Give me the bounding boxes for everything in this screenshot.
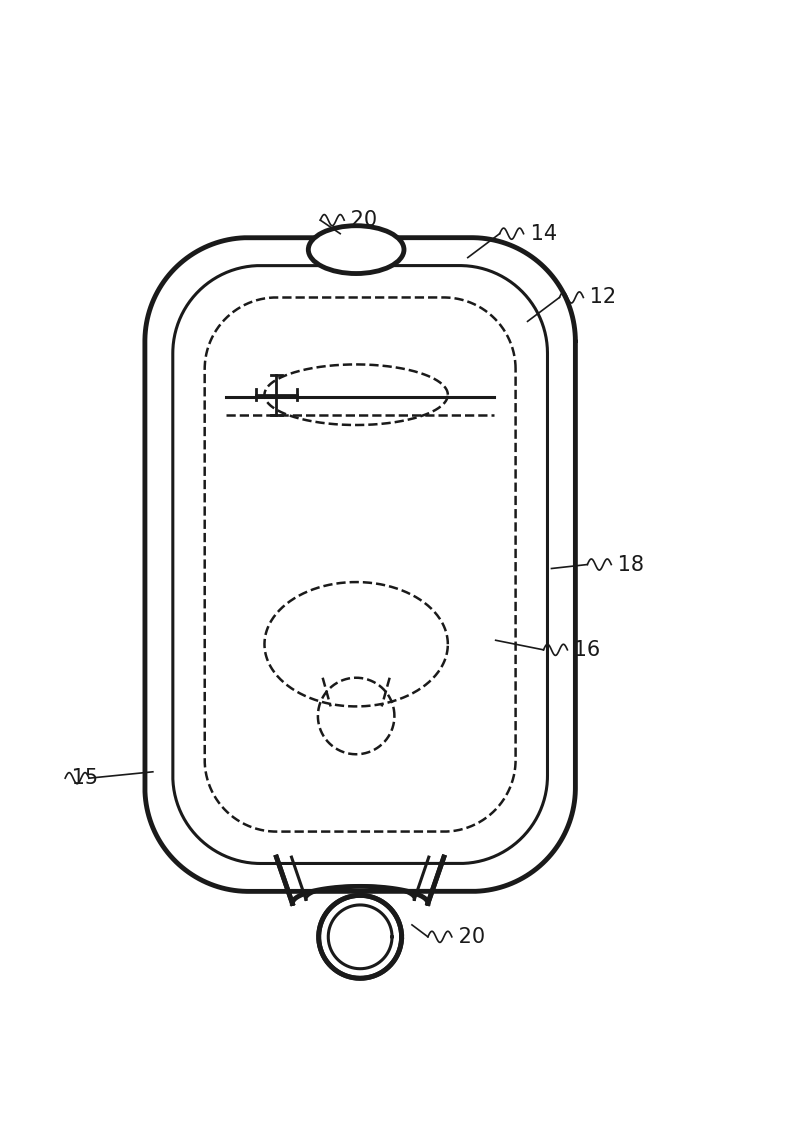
Text: 18: 18: [611, 554, 644, 575]
Text: 12: 12: [583, 287, 617, 308]
Text: 14: 14: [523, 223, 557, 244]
Text: 20: 20: [452, 926, 485, 947]
Ellipse shape: [308, 226, 404, 274]
Bar: [269, 829, 452, 861]
Text: 16: 16: [567, 640, 601, 660]
Text: 15: 15: [65, 768, 98, 788]
Circle shape: [318, 895, 402, 978]
Text: 20: 20: [344, 211, 378, 230]
